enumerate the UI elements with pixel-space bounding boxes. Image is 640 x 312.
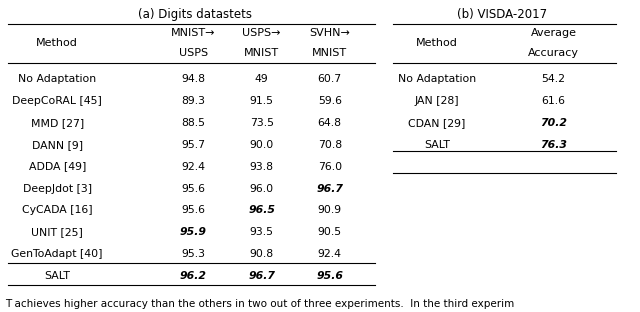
Text: 96.2: 96.2 — [180, 271, 207, 281]
Text: MNIST→: MNIST→ — [172, 28, 216, 38]
Text: 95.7: 95.7 — [182, 140, 205, 150]
Text: SALT: SALT — [424, 140, 450, 150]
Text: ADDA [49]: ADDA [49] — [29, 162, 86, 172]
Text: CyCADA [16]: CyCADA [16] — [22, 206, 93, 216]
Text: 96.0: 96.0 — [250, 183, 274, 193]
Text: 49: 49 — [255, 74, 269, 84]
Text: CDAN [29]: CDAN [29] — [408, 118, 465, 128]
Text: MNIST: MNIST — [312, 48, 348, 58]
Text: SVHN→: SVHN→ — [309, 28, 350, 38]
Text: 90.5: 90.5 — [317, 227, 342, 237]
Text: 70.8: 70.8 — [317, 140, 342, 150]
Text: 94.8: 94.8 — [182, 74, 205, 84]
Text: 93.8: 93.8 — [250, 162, 274, 172]
Text: No Adaptation: No Adaptation — [18, 74, 96, 84]
Text: Accuracy: Accuracy — [528, 48, 579, 58]
Text: UNIT [25]: UNIT [25] — [31, 227, 83, 237]
Text: USPS: USPS — [179, 48, 208, 58]
Text: 54.2: 54.2 — [541, 74, 566, 84]
Text: 95.9: 95.9 — [180, 227, 207, 237]
Text: No Adaptation: No Adaptation — [397, 74, 476, 84]
Text: (a) Digits datastets: (a) Digits datastets — [138, 8, 252, 21]
Text: 96.5: 96.5 — [248, 206, 275, 216]
Text: 73.5: 73.5 — [250, 118, 274, 128]
Text: 61.6: 61.6 — [541, 96, 566, 106]
Text: 95.6: 95.6 — [316, 271, 343, 281]
Text: 76.3: 76.3 — [540, 140, 567, 150]
Text: Method: Method — [36, 38, 78, 48]
Text: 90.9: 90.9 — [317, 206, 342, 216]
Text: 60.7: 60.7 — [317, 74, 342, 84]
Text: 90.8: 90.8 — [250, 249, 274, 259]
Text: DeepCoRAL [45]: DeepCoRAL [45] — [12, 96, 102, 106]
Text: Method: Method — [416, 38, 458, 48]
Text: 91.5: 91.5 — [250, 96, 274, 106]
Text: 93.5: 93.5 — [250, 227, 274, 237]
Text: USPS→: USPS→ — [243, 28, 281, 38]
Text: 95.6: 95.6 — [182, 183, 205, 193]
Text: 64.8: 64.8 — [317, 118, 342, 128]
Text: MNIST: MNIST — [244, 48, 279, 58]
Text: 89.3: 89.3 — [182, 96, 205, 106]
Text: DANN [9]: DANN [9] — [32, 140, 83, 150]
Text: DeepJdot [3]: DeepJdot [3] — [22, 183, 92, 193]
Text: 92.4: 92.4 — [182, 162, 205, 172]
Text: SALT: SALT — [44, 271, 70, 281]
Text: 96.7: 96.7 — [248, 271, 275, 281]
Text: 59.6: 59.6 — [317, 96, 342, 106]
Text: 96.7: 96.7 — [316, 183, 343, 193]
Text: MMD [27]: MMD [27] — [31, 118, 84, 128]
Text: 95.6: 95.6 — [182, 206, 205, 216]
Text: GenToAdapt [40]: GenToAdapt [40] — [12, 249, 103, 259]
Text: Average: Average — [531, 28, 577, 38]
Text: (b) VISDA-2017: (b) VISDA-2017 — [457, 8, 547, 21]
Text: JAN [28]: JAN [28] — [415, 96, 459, 106]
Text: 88.5: 88.5 — [182, 118, 205, 128]
Text: 76.0: 76.0 — [317, 162, 342, 172]
Text: 90.0: 90.0 — [250, 140, 274, 150]
Text: 92.4: 92.4 — [317, 249, 342, 259]
Text: 70.2: 70.2 — [540, 118, 567, 128]
Text: T achieves higher accuracy than the others in two out of three experiments.  In : T achieves higher accuracy than the othe… — [4, 299, 514, 309]
Text: 95.3: 95.3 — [182, 249, 205, 259]
